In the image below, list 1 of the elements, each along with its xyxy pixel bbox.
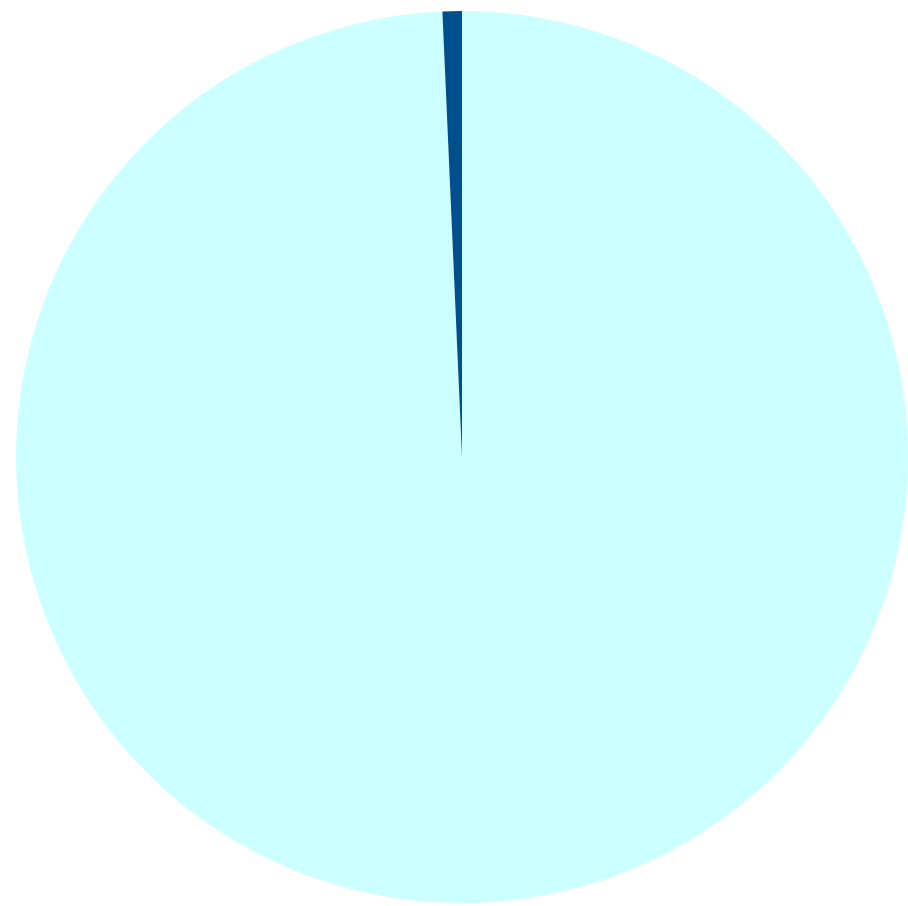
pie-slice [16,11,908,903]
